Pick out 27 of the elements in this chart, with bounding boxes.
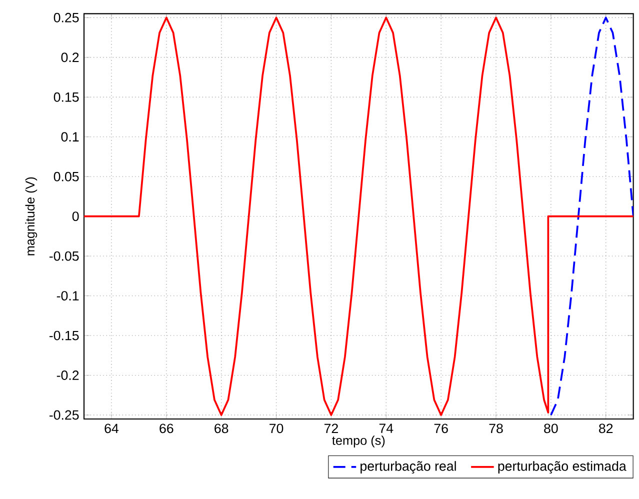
- legend-label: perturbação estimada: [498, 461, 626, 474]
- x-tick-label: 66: [160, 424, 174, 434]
- x-tick-label: 82: [599, 424, 613, 434]
- x-tick-label: 80: [544, 424, 558, 434]
- y-tick-label: -0.15: [49, 330, 79, 340]
- y-tick-label: 0.15: [54, 92, 79, 102]
- legend-label: perturbação real: [360, 461, 456, 474]
- y-tick-label: -0.2: [56, 370, 79, 380]
- y-tick-label: 0.25: [54, 12, 79, 22]
- x-tick-label: 74: [379, 424, 394, 433]
- y-tick-label: -0.25: [49, 410, 79, 420]
- y-axis-title: magnitude (V): [25, 177, 38, 256]
- x-tick-label: 64: [104, 424, 118, 434]
- x-axis-title: tempo (s): [332, 436, 385, 448]
- y-tick-label: 0.2: [61, 52, 79, 62]
- x-tick-label: 72: [324, 424, 338, 434]
- line-series: [550, 16, 634, 416]
- y-tick-label: -0.05: [49, 251, 79, 261]
- y-tick-label: 0.1: [61, 132, 79, 142]
- y-tick-label: 0: [72, 212, 79, 222]
- line-series: [84, 16, 634, 416]
- y-tick-label: 0.05: [54, 172, 79, 182]
- x-tick-label: 78: [489, 424, 503, 434]
- x-tick-label: 70: [270, 424, 284, 434]
- x-tick-label: 76: [434, 424, 448, 434]
- x-tick-label: 68: [214, 424, 228, 434]
- y-tick-label: -0.1: [56, 291, 79, 301]
